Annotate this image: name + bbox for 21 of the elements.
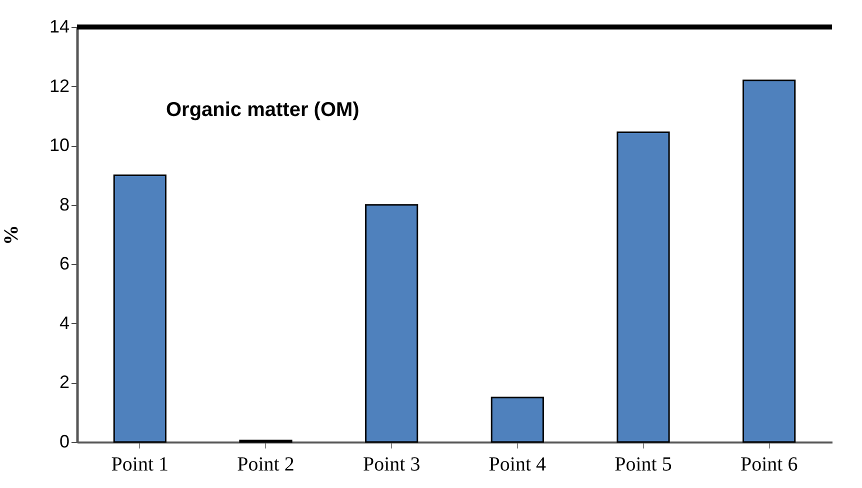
y-tick-label: 4 — [59, 312, 70, 333]
x-tick-label: Point 5 — [614, 454, 672, 476]
y-tick-label: 10 — [49, 135, 70, 156]
y-tick-label: 6 — [59, 254, 70, 274]
bar — [365, 204, 418, 443]
text: Organic matter (OM) — [166, 99, 360, 121]
y-tick-label: 0 — [59, 432, 70, 452]
y-tick-label: 14 — [49, 16, 70, 36]
y-axis-title: % — [0, 225, 22, 245]
x-tick-label: Point 3 — [362, 454, 420, 476]
y-tick-label: 2 — [59, 372, 70, 392]
x-tick-label: Point 1 — [111, 454, 169, 476]
bar — [113, 174, 166, 443]
x-tick-label: Point 4 — [488, 454, 546, 476]
bar — [742, 80, 796, 443]
bar — [490, 396, 544, 443]
bar — [616, 131, 670, 443]
x-tick-label: Point 2 — [237, 454, 294, 476]
y-tick-label: 8 — [59, 194, 70, 214]
y-tick-label: 12 — [49, 76, 70, 96]
x-tick-label: Point 6 — [740, 454, 798, 476]
